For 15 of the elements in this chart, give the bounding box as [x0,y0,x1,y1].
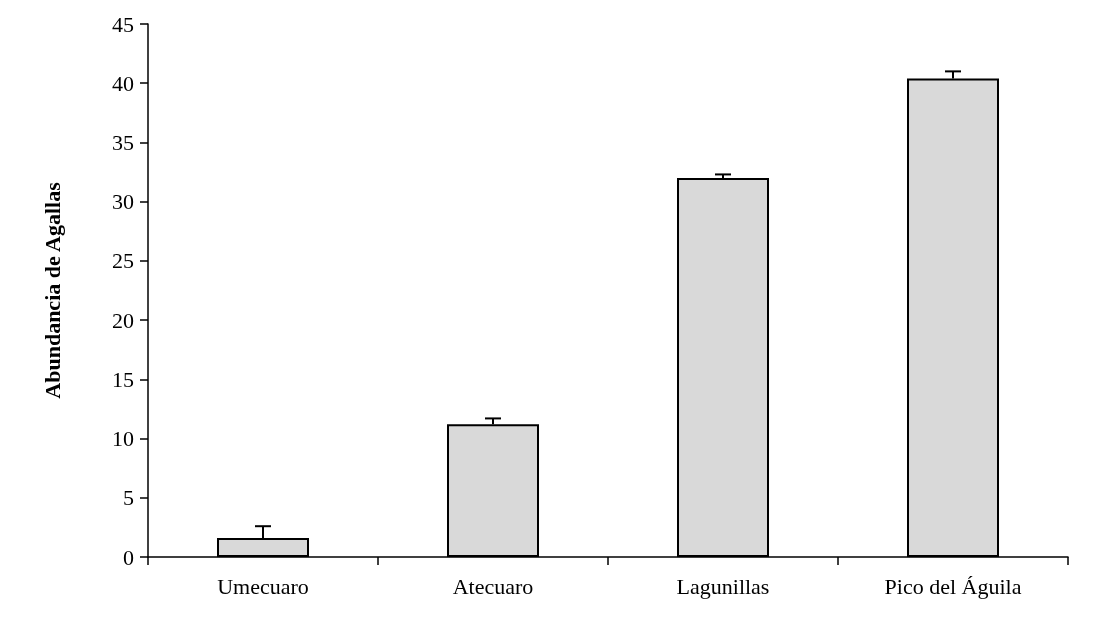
y-tick-label: 0 [123,544,134,570]
y-tick-label: 25 [112,248,134,274]
x-tick-label: Lagunillas [676,573,770,599]
x-tick-label: Umecuaro [217,573,309,599]
x-tick-label: Atecuaro [452,573,534,599]
y-tick-label: 45 [112,11,134,37]
x-tick-label: Pico del Águila [884,573,1022,599]
y-tick-label: 20 [112,307,134,333]
y-tick-label: 10 [112,426,134,452]
y-axis-title: Abundancia de Agallas [39,181,65,399]
y-tick-label: 5 [123,485,134,511]
y-tick-label: 40 [112,70,134,96]
y-tick-label: 15 [112,366,134,392]
y-tick-label: 30 [112,189,134,215]
y-tick-label: 35 [112,129,134,155]
